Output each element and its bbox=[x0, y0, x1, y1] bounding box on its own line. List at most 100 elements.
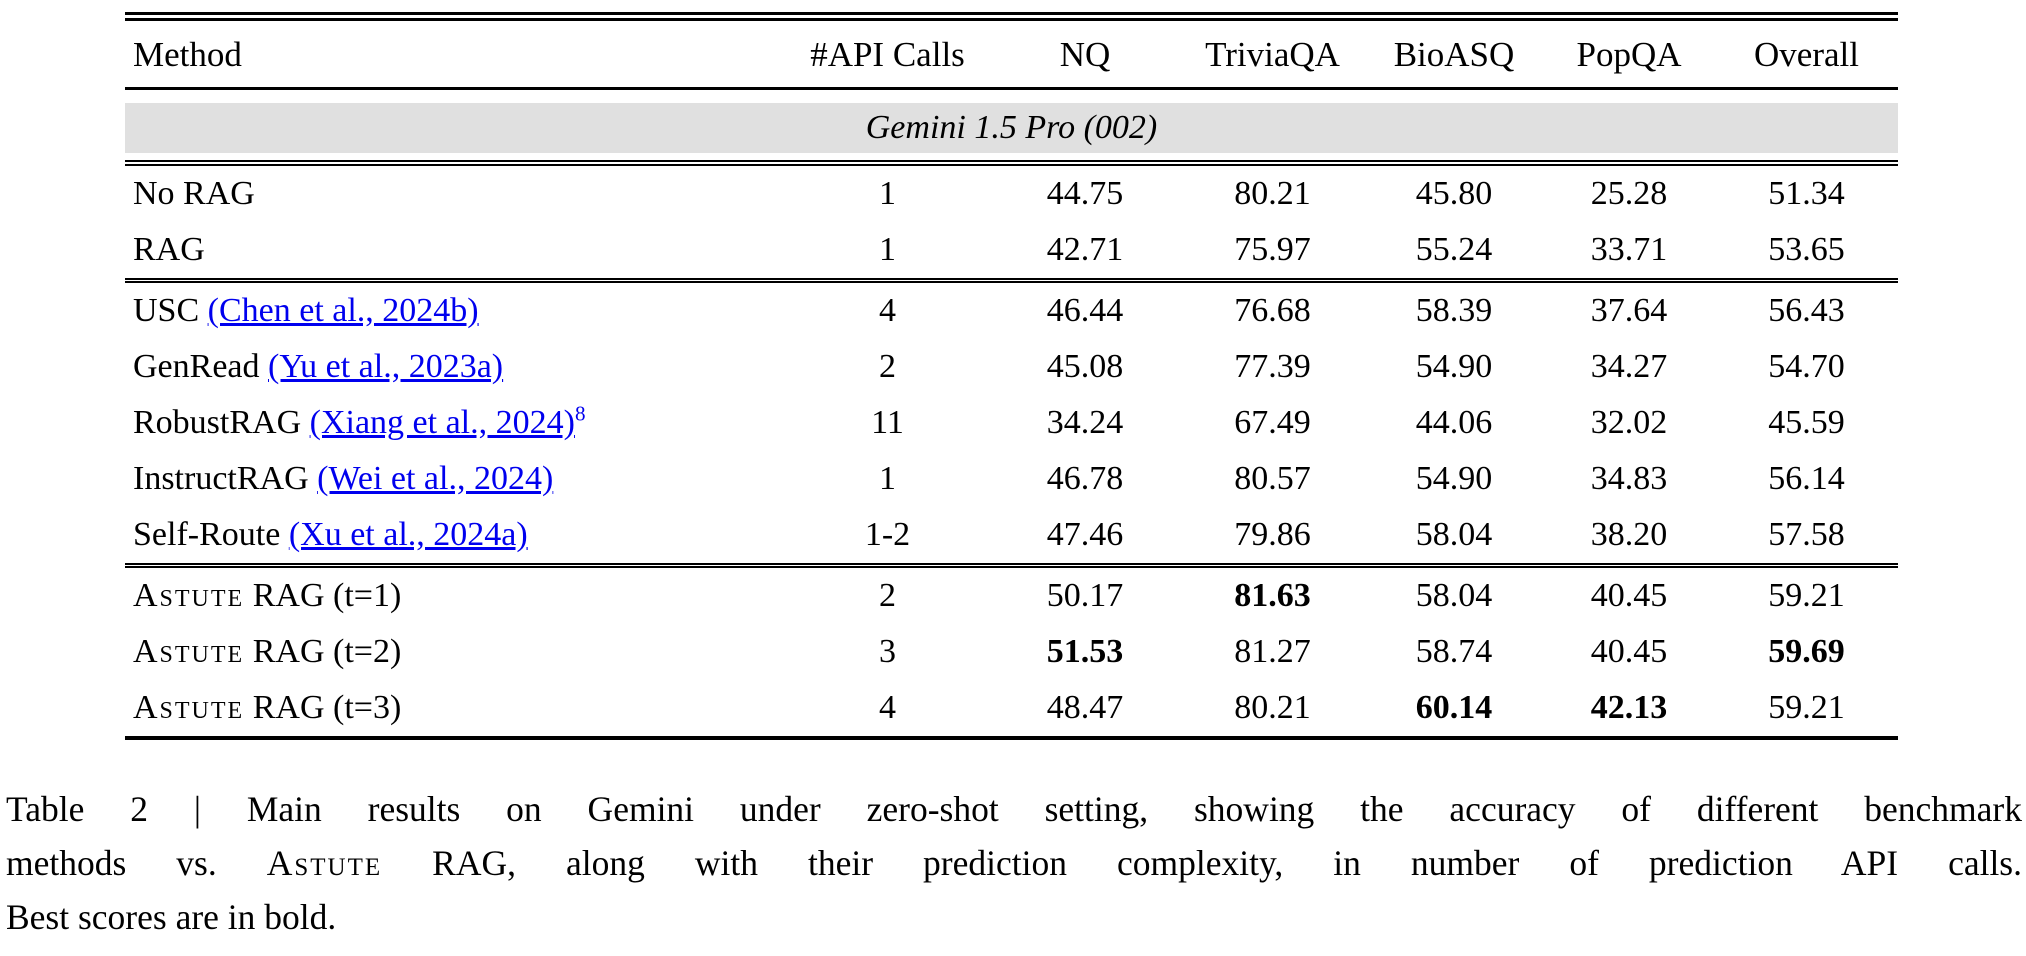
score-cell: 2 bbox=[879, 348, 896, 385]
caption-line-3: Best scores are in bold. bbox=[6, 897, 337, 937]
score-cell: 51.53 bbox=[1046, 633, 1124, 670]
score-cell: 50.17 bbox=[1046, 577, 1124, 614]
score-cell: 40.45 bbox=[1590, 633, 1668, 670]
table-row: RobustRAG (Xiang et al., 2024)8 11 34.24 67… bbox=[125, 395, 1898, 451]
section-divider-rule bbox=[125, 278, 1898, 283]
method-cell: USC (Chen et al., 2024b) bbox=[133, 292, 479, 329]
score-cell: 57.58 bbox=[1768, 516, 1845, 553]
score-cell: 76.68 bbox=[1234, 292, 1311, 329]
score-cell: 45.80 bbox=[1415, 175, 1493, 212]
score-cell: 1-2 bbox=[864, 516, 911, 553]
table-top-rule bbox=[125, 12, 1898, 21]
score-cell: 56.43 bbox=[1768, 292, 1845, 329]
method-cell: GenRead (Yu et al., 2023a) bbox=[133, 348, 504, 385]
score-cell: 80.21 bbox=[1234, 689, 1311, 726]
table-body: No RAG 1 44.75 80.21 45.80 25.28 51.34 RAG 1 42.7… bbox=[125, 166, 1898, 736]
score-cell: 55.24 bbox=[1415, 231, 1493, 268]
score-cell: 51.34 bbox=[1768, 175, 1845, 212]
score-cell: 38.20 bbox=[1590, 516, 1668, 553]
score-cell: 3 bbox=[879, 633, 896, 670]
column-header-method: Method bbox=[133, 34, 242, 74]
score-cell: 46.44 bbox=[1046, 292, 1124, 329]
score-cell: 34.27 bbox=[1590, 348, 1668, 385]
score-cell: 54.70 bbox=[1768, 348, 1845, 385]
score-cell: 47.46 bbox=[1046, 516, 1124, 553]
caption-astute-smallcaps: Astute bbox=[266, 843, 383, 883]
score-cell: 80.21 bbox=[1234, 175, 1311, 212]
score-cell: 67.49 bbox=[1234, 404, 1311, 441]
score-cell: 1 bbox=[879, 460, 896, 497]
citation-link[interactable]: (Xu et al., 2024a) bbox=[288, 516, 528, 553]
score-cell: 58.04 bbox=[1415, 577, 1493, 614]
score-cell: 60.14 bbox=[1415, 689, 1493, 726]
table-row: Astute RAG (t=2) 3 51.53 81.27 58.74 40.45 59.… bbox=[125, 624, 1898, 680]
score-cell: 1 bbox=[879, 231, 896, 268]
score-cell: 32.02 bbox=[1590, 404, 1668, 441]
table-row: USC (Chen et al., 2024b) 4 46.44 76.68 58.39… bbox=[125, 283, 1898, 339]
column-header-bioasq: BioASQ bbox=[1393, 34, 1515, 74]
score-cell: 81.27 bbox=[1234, 633, 1311, 670]
method-cell: Astute RAG (t=3) bbox=[133, 689, 402, 726]
score-cell: 59.21 bbox=[1768, 577, 1845, 614]
score-cell: 4 bbox=[879, 689, 896, 726]
column-header-popqa: PopQA bbox=[1576, 34, 1682, 74]
caption-line-1: Table 2 | Main results on Gemini under z… bbox=[6, 789, 2022, 829]
score-cell: 34.24 bbox=[1046, 404, 1124, 441]
results-table: Method #API Calls NQ TriviaQA BioASQ PopQA Ove… bbox=[125, 12, 1898, 740]
score-cell: 42.71 bbox=[1046, 231, 1124, 268]
model-group-label: Gemini 1.5 Pro (002) bbox=[865, 109, 1158, 146]
score-cell: 45.59 bbox=[1768, 404, 1845, 441]
score-cell: 81.63 bbox=[1234, 577, 1311, 614]
score-cell: 40.45 bbox=[1590, 577, 1668, 614]
score-cell: 33.71 bbox=[1590, 231, 1668, 268]
method-cell: InstructRAG (Wei et al., 2024) bbox=[133, 460, 554, 497]
table-row: Self-Route (Xu et al., 2024a) 1-2 47.46 79.… bbox=[125, 507, 1898, 563]
table-header-row: Method #API Calls NQ TriviaQA BioASQ PopQA Ove… bbox=[125, 21, 1898, 87]
score-cell: 77.39 bbox=[1234, 348, 1311, 385]
table-caption: Table 2 | Main results on Gemini under z… bbox=[6, 782, 2022, 944]
score-cell: 58.04 bbox=[1415, 516, 1493, 553]
score-cell: 80.57 bbox=[1234, 460, 1311, 497]
score-cell: 53.65 bbox=[1768, 231, 1845, 268]
citation-link[interactable]: (Xiang et al., 2024) bbox=[309, 404, 575, 441]
score-cell: 59.21 bbox=[1768, 689, 1845, 726]
caption-line-2: methods vs. Astute RAG, along with their… bbox=[6, 836, 2022, 890]
caption-line-2-post: RAG, along with their prediction complex… bbox=[382, 843, 2022, 883]
citation-link[interactable]: (Wei et al., 2024) bbox=[317, 460, 554, 497]
method-name-smallcaps: Astute bbox=[133, 633, 245, 670]
score-cell: 44.06 bbox=[1415, 404, 1493, 441]
column-header--api-calls: #API Calls bbox=[810, 34, 965, 74]
score-cell: 75.97 bbox=[1234, 231, 1311, 268]
citation-link[interactable]: (Chen et al., 2024b) bbox=[207, 292, 479, 329]
score-cell: 54.90 bbox=[1415, 460, 1493, 497]
method-cell: Astute RAG (t=2) bbox=[133, 633, 402, 670]
column-header-nq: NQ bbox=[1059, 34, 1111, 74]
score-cell: 58.39 bbox=[1415, 292, 1493, 329]
score-cell: 48.47 bbox=[1046, 689, 1124, 726]
score-cell: 45.08 bbox=[1046, 348, 1124, 385]
score-cell: 46.78 bbox=[1046, 460, 1124, 497]
score-cell: 37.64 bbox=[1590, 292, 1668, 329]
method-cell: RAG bbox=[133, 231, 205, 268]
score-cell: 4 bbox=[879, 292, 896, 329]
score-cell: 59.69 bbox=[1768, 633, 1845, 670]
header-bottom-rule bbox=[125, 87, 1898, 90]
table-bottom-rule bbox=[125, 736, 1898, 740]
method-cell: Astute RAG (t=1) bbox=[133, 577, 402, 614]
score-cell: 1 bbox=[879, 175, 896, 212]
section-divider-rule bbox=[125, 563, 1898, 568]
table-row: Astute RAG (t=3) 4 48.47 80.21 60.14 42.13 59.… bbox=[125, 680, 1898, 736]
table-row: GenRead (Yu et al., 2023a) 2 45.08 77.39 54.… bbox=[125, 339, 1898, 395]
table-row: InstructRAG (Wei et al., 2024) 1 46.78 80.5… bbox=[125, 451, 1898, 507]
table-row: Astute RAG (t=1) 2 50.17 81.63 58.04 40.45 59.… bbox=[125, 568, 1898, 624]
method-cell: No RAG bbox=[133, 175, 255, 212]
score-cell: 44.75 bbox=[1046, 175, 1124, 212]
score-cell: 25.28 bbox=[1590, 175, 1668, 212]
column-header-overall: Overall bbox=[1754, 34, 1859, 74]
score-cell: 2 bbox=[879, 577, 896, 614]
score-cell: 58.74 bbox=[1415, 633, 1493, 670]
footnote-ref[interactable]: 8 bbox=[574, 401, 586, 426]
score-cell: 11 bbox=[871, 404, 904, 441]
citation-link[interactable]: (Yu et al., 2023a) bbox=[268, 348, 504, 385]
score-cell: 34.83 bbox=[1590, 460, 1668, 497]
